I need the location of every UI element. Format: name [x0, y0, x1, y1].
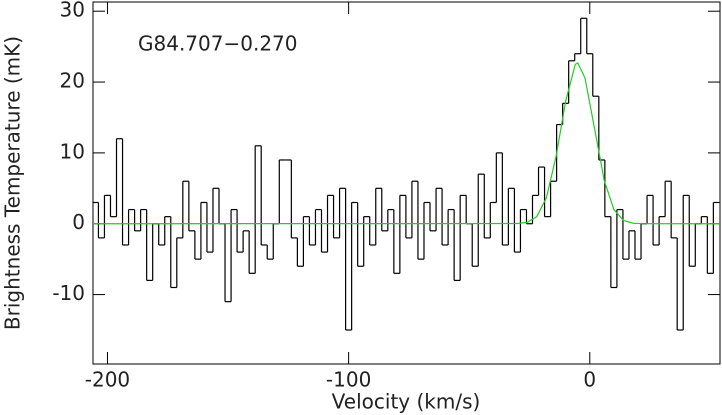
y-tick-label: 30	[60, 0, 85, 22]
x-tick-label: 0	[583, 368, 596, 392]
y-tick-label: -10	[52, 281, 85, 305]
y-tick-label: 20	[60, 69, 85, 93]
fit-line	[92, 62, 721, 225]
y-axis-label: Brightness Temperature (mK)	[1, 36, 25, 330]
y-tick-label: 10	[60, 139, 85, 163]
x-tick-label: -200	[85, 368, 130, 392]
y-tick-label: 0	[72, 210, 85, 234]
annotation: G84.707−0.270	[138, 32, 298, 56]
x-tick-label: -100	[326, 368, 371, 392]
step-riser	[97, 18, 714, 330]
plot-frame	[92, 1, 721, 365]
x-axis-label: Velocity (km/s)	[332, 390, 481, 414]
